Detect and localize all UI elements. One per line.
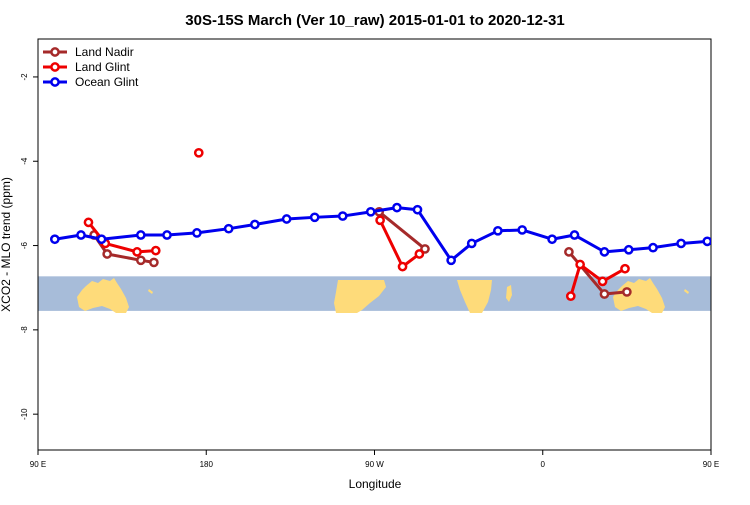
data-point-ocean-glint <box>135 230 146 240</box>
plot-frame <box>37 38 712 451</box>
map-land-island <box>684 289 689 294</box>
y-tick-label: -8 <box>20 326 29 334</box>
legend-swatch-marker <box>50 77 60 87</box>
series-ocean-glint <box>49 202 742 266</box>
series-line-ocean-glint <box>54 206 711 262</box>
legend-item-ocean-glint: Ocean Glint <box>43 75 139 89</box>
map-land-island <box>148 289 153 294</box>
series-line-land-nadir <box>378 210 426 251</box>
data-point-land-glint <box>150 245 161 256</box>
data-point-ocean-glint <box>676 238 686 249</box>
data-point-ocean-glint <box>412 204 423 215</box>
legend-swatch-marker <box>50 47 60 57</box>
chart-title: 30S-15S March (Ver 10_raw) 2015-01-01 to… <box>185 12 564 29</box>
data-point-land-nadir <box>564 247 574 257</box>
data-point-ocean-glint <box>337 211 348 221</box>
data-point-ocean-glint <box>547 234 557 245</box>
legend-item-land-nadir: Land Nadir <box>43 45 134 59</box>
data-point-land-glint <box>397 261 408 272</box>
legend-label: Land Glint <box>75 60 130 74</box>
data-point-ocean-glint <box>735 234 742 241</box>
x-axis: 90 E 180 90 W 0 90 E <box>30 450 719 469</box>
y-axis: -2 -4 -6 -8 -10 <box>20 73 38 420</box>
data-point-land-nadir <box>622 287 632 297</box>
x-tick-label: 0 <box>541 460 546 469</box>
data-point-land-glint <box>132 247 142 257</box>
data-point-land-nadir <box>149 257 159 268</box>
data-point-ocean-glint <box>192 228 202 238</box>
data-point-ocean-glint <box>466 238 477 249</box>
data-point-land-glint <box>193 147 204 158</box>
legend-item-land-glint: Land Glint <box>43 60 130 74</box>
data-point-ocean-glint <box>493 225 503 236</box>
data-point-ocean-glint <box>648 242 658 253</box>
x-tick-label: 90 E <box>703 460 719 469</box>
data-point-land-glint <box>565 291 576 301</box>
series-line-land-glint <box>87 221 156 254</box>
x-tick-label: 90 W <box>365 460 384 469</box>
data-point-ocean-glint <box>569 230 580 240</box>
data-point-land-nadir <box>599 289 610 299</box>
data-point-land-glint <box>414 249 425 259</box>
data-point-land-nadir <box>420 244 430 254</box>
data-point-land-nadir <box>135 255 146 266</box>
data-point-land-glint <box>620 263 630 274</box>
map-land-australia <box>77 278 129 313</box>
data-point-ocean-glint <box>281 214 292 224</box>
y-tick-label: -10 <box>20 408 29 420</box>
y-tick-label: -4 <box>20 157 29 165</box>
map-land-south-america <box>334 280 386 313</box>
map-land-australia <box>613 278 665 313</box>
legend-label: Ocean Glint <box>75 75 139 89</box>
x-axis-label: Longitude <box>349 477 402 491</box>
y-axis-label: XCO2 - MLO trend (ppm) <box>0 177 13 312</box>
map-land-madagascar <box>506 285 512 302</box>
data-point-ocean-glint <box>365 206 376 217</box>
y-tick-label: -6 <box>20 241 29 249</box>
data-point-ocean-glint <box>162 230 172 240</box>
data-point-land-glint <box>597 276 608 287</box>
data-point-ocean-glint <box>446 255 456 266</box>
x-tick-label: 90 E <box>30 460 46 469</box>
data-point-land-glint <box>575 259 585 270</box>
data-point-ocean-glint <box>392 202 402 213</box>
data-point-ocean-glint <box>250 219 260 230</box>
legend-label: Land Nadir <box>75 45 134 59</box>
data-point-ocean-glint <box>309 212 320 223</box>
data-point-ocean-glint <box>599 247 610 257</box>
series-land-glint <box>83 147 630 301</box>
legend-swatch-marker <box>50 62 60 72</box>
x-tick-label: 180 <box>200 460 214 469</box>
map-land-africa <box>457 280 492 313</box>
data-point-land-glint <box>83 217 94 228</box>
data-point-land-glint <box>375 215 385 226</box>
data-point-ocean-glint <box>96 234 107 245</box>
data-point-land-nadir <box>102 249 113 259</box>
data-point-ocean-glint <box>702 236 711 247</box>
data-point-ocean-glint <box>76 230 86 240</box>
data-point-ocean-glint <box>517 225 528 235</box>
y-tick-label: -2 <box>20 73 29 81</box>
data-point-ocean-glint <box>49 234 60 245</box>
data-point-ocean-glint <box>223 223 234 234</box>
data-point-ocean-glint <box>623 244 634 255</box>
series-layer <box>49 147 742 301</box>
series-line-land-glint <box>569 263 626 297</box>
